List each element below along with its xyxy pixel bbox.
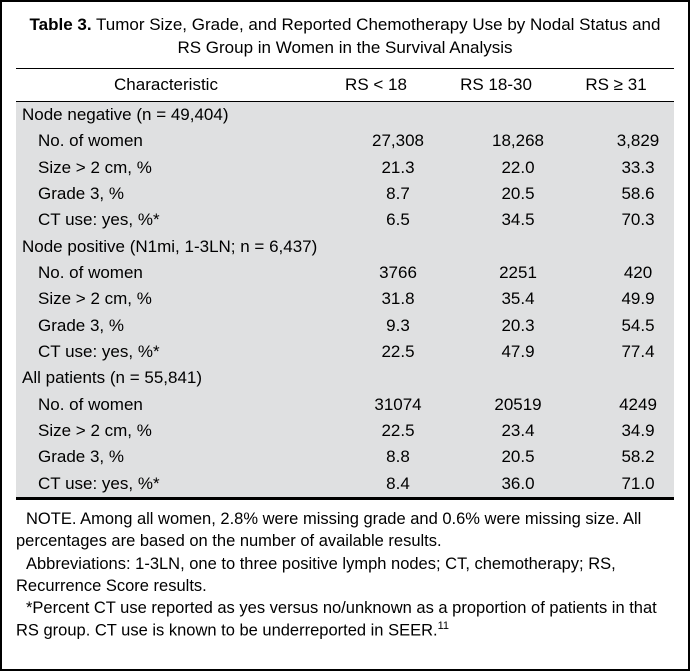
note-footnote: *Percent CT use reported as yes versus n… — [16, 597, 674, 642]
row-label: CT use: yes, %* — [22, 471, 338, 497]
cell-value: 34.9 — [578, 418, 690, 444]
row-label: Grade 3, % — [22, 181, 338, 207]
table-title: Table 3. Tumor Size, Grade, and Reported… — [16, 14, 674, 60]
cell-value: 18,268 — [458, 128, 578, 154]
group-header-label: Node positive (N1mi, 1-3LN; n = 6,437) — [22, 234, 322, 260]
row-label: Size > 2 cm, % — [22, 155, 338, 181]
group-header-label: All patients (n = 55,841) — [22, 365, 322, 391]
cell-value: 49.9 — [578, 286, 690, 312]
cell-value: 54.5 — [578, 313, 690, 339]
table-row: No. of women27,30818,2683,829 — [16, 128, 674, 154]
cell-value: 70.3 — [578, 207, 690, 233]
cell-value: 34.5 — [458, 207, 578, 233]
cell-value: 6.5 — [338, 207, 458, 233]
cell-value: 4249 — [578, 392, 690, 418]
table-row: Size > 2 cm, %22.523.434.9 — [16, 418, 674, 444]
cell-value: 35.4 — [458, 286, 578, 312]
row-label: CT use: yes, %* — [22, 207, 338, 233]
row-label: No. of women — [22, 128, 338, 154]
cell-value: 36.0 — [458, 471, 578, 497]
note-abbrev: Abbreviations: 1-3LN, one to three posit… — [16, 553, 674, 598]
cell-value: 58.6 — [578, 181, 690, 207]
group-header: Node positive (N1mi, 1-3LN; n = 6,437) — [16, 234, 674, 260]
table-row: CT use: yes, %*22.547.977.4 — [16, 339, 674, 365]
cell-value: 8.7 — [338, 181, 458, 207]
table-container: Table 3. Tumor Size, Grade, and Reported… — [0, 0, 690, 671]
note-line: NOTE. Among all women, 2.8% were missing… — [16, 508, 674, 553]
header-col-2: RS 18-30 — [436, 75, 556, 95]
cell-value: 20.5 — [458, 444, 578, 470]
cell-value: 20.3 — [458, 313, 578, 339]
cell-value: 9.3 — [338, 313, 458, 339]
table-row: No. of women37662251420 — [16, 260, 674, 286]
header-col-1: RS < 18 — [316, 75, 436, 95]
note-footnote-text: *Percent CT use reported as yes versus n… — [16, 599, 657, 640]
cell-value: 8.4 — [338, 471, 458, 497]
table-notes: NOTE. Among all women, 2.8% were missing… — [16, 508, 674, 642]
table-row: Grade 3, %8.720.558.6 — [16, 181, 674, 207]
group-header: All patients (n = 55,841) — [16, 365, 674, 391]
cell-value: 420 — [578, 260, 690, 286]
table-row: Grade 3, %9.320.354.5 — [16, 313, 674, 339]
note-footnote-sup: 11 — [438, 620, 449, 632]
row-label: CT use: yes, %* — [22, 339, 338, 365]
cell-value: 77.4 — [578, 339, 690, 365]
table-row: No. of women31074205194249 — [16, 392, 674, 418]
row-label: No. of women — [22, 392, 338, 418]
cell-value: 20.5 — [458, 181, 578, 207]
cell-value: 8.8 — [338, 444, 458, 470]
cell-value: 3,829 — [578, 128, 690, 154]
cell-value: 58.2 — [578, 444, 690, 470]
cell-value: 27,308 — [338, 128, 458, 154]
cell-value: 31074 — [338, 392, 458, 418]
cell-value: 22.0 — [458, 155, 578, 181]
rule-bottom — [16, 497, 674, 500]
table-row: CT use: yes, %*8.436.071.0 — [16, 471, 674, 497]
row-label: Grade 3, % — [22, 444, 338, 470]
table-header-row: Characteristic RS < 18 RS 18-30 RS ≥ 31 — [16, 69, 674, 101]
table-row: CT use: yes, %*6.534.570.3 — [16, 207, 674, 233]
table-number: Table 3. — [30, 15, 92, 34]
group-header-label: Node negative (n = 49,404) — [22, 102, 322, 128]
cell-value: 33.3 — [578, 155, 690, 181]
cell-value: 71.0 — [578, 471, 690, 497]
row-label: Size > 2 cm, % — [22, 286, 338, 312]
cell-value: 3766 — [338, 260, 458, 286]
row-label: Size > 2 cm, % — [22, 418, 338, 444]
cell-value: 23.4 — [458, 418, 578, 444]
table-row: Grade 3, %8.820.558.2 — [16, 444, 674, 470]
cell-value: 47.9 — [458, 339, 578, 365]
row-label: Grade 3, % — [22, 313, 338, 339]
cell-value: 2251 — [458, 260, 578, 286]
table-body: Node negative (n = 49,404)No. of women27… — [16, 102, 674, 497]
cell-value: 22.5 — [338, 418, 458, 444]
cell-value: 21.3 — [338, 155, 458, 181]
table-caption: Tumor Size, Grade, and Reported Chemothe… — [96, 15, 660, 57]
row-label: No. of women — [22, 260, 338, 286]
cell-value: 22.5 — [338, 339, 458, 365]
table-row: Size > 2 cm, %31.835.449.9 — [16, 286, 674, 312]
header-characteristic: Characteristic — [16, 75, 316, 95]
header-col-3: RS ≥ 31 — [556, 75, 676, 95]
table-row: Size > 2 cm, %21.322.033.3 — [16, 155, 674, 181]
cell-value: 31.8 — [338, 286, 458, 312]
group-header: Node negative (n = 49,404) — [16, 102, 674, 128]
cell-value: 20519 — [458, 392, 578, 418]
